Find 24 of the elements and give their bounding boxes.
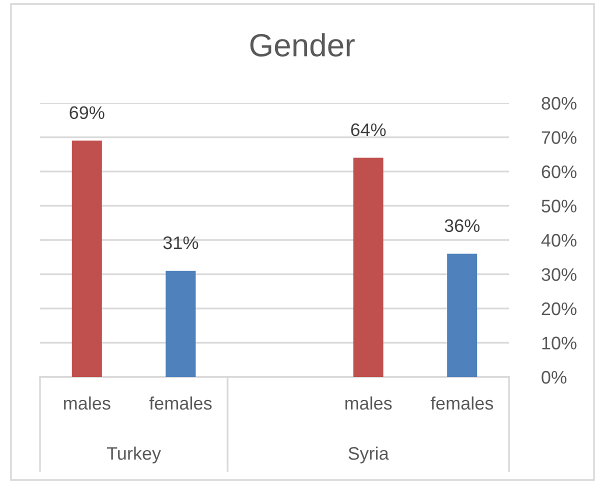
bar: [72, 140, 102, 377]
y-tick-label: 30%: [542, 268, 576, 281]
bar: [353, 158, 384, 377]
data-label: 31%: [163, 236, 198, 250]
y-tick-label: 20%: [542, 302, 576, 316]
x-tick-label: females: [430, 396, 494, 410]
chart-title: Gender: [250, 33, 355, 57]
text: Turkey: [106, 446, 162, 464]
y-tick-label: 10%: [542, 336, 576, 350]
bar: [447, 254, 478, 377]
x-tick-label: males: [64, 396, 110, 410]
y-tick-label: 80%: [542, 96, 576, 110]
data-label: 69%: [70, 106, 104, 120]
data-label: 36%: [444, 219, 480, 232]
y-tick-label: 70%: [542, 131, 576, 144]
data-label: 64%: [351, 123, 386, 136]
y-tick-label: 50%: [542, 200, 576, 212]
y-tick-label: 0%: [542, 370, 566, 384]
x-tick-label: males: [345, 396, 392, 410]
x-tick-label: females: [149, 396, 212, 410]
y-tick-label: 40%: [541, 234, 576, 247]
y-tick-label: 60%: [542, 165, 576, 178]
bar: [166, 270, 196, 377]
text: Syria: [348, 446, 389, 464]
